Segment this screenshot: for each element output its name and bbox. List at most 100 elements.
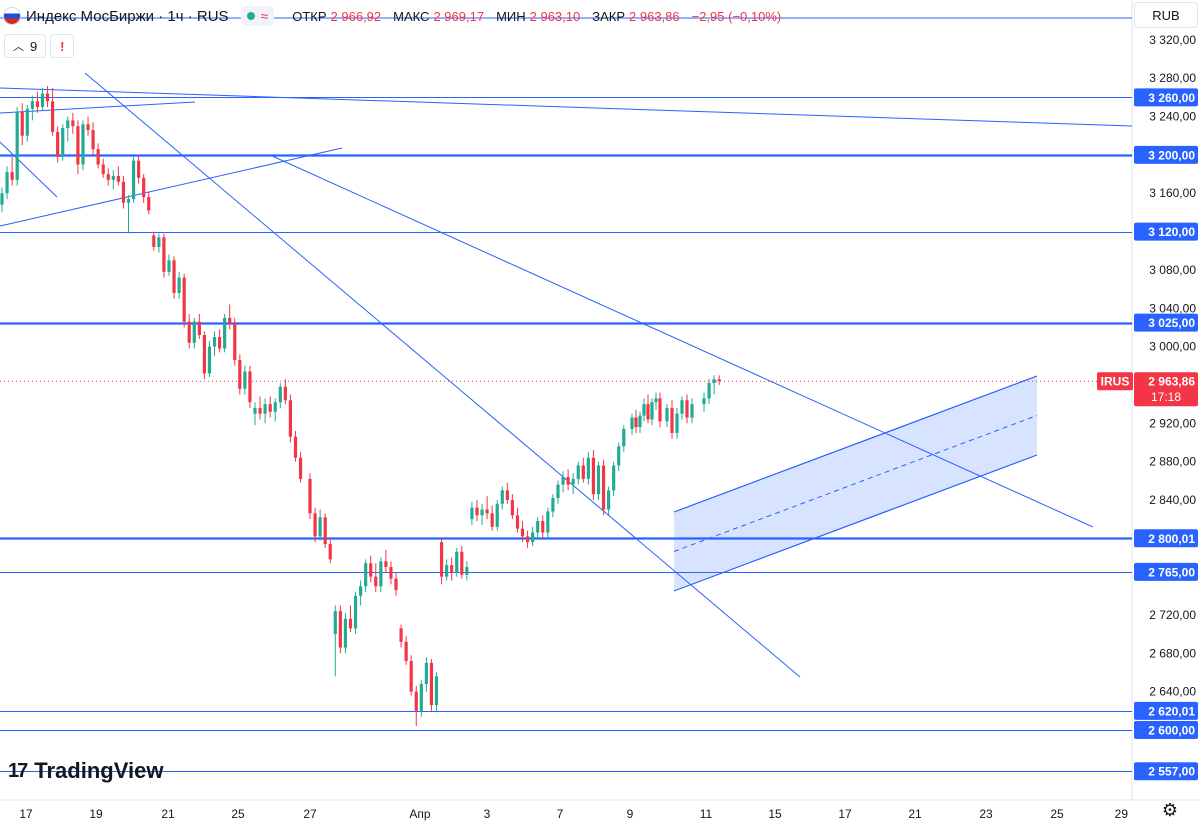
candle-body [233, 323, 237, 361]
candle-body [717, 379, 721, 382]
candle [182, 273, 186, 328]
time-tick-label: 17 [838, 807, 852, 821]
candle [707, 379, 711, 405]
channel-mid-line [673, 415, 1038, 552]
level-price-label: 2 557,00 [1148, 765, 1195, 779]
candle-body [283, 386, 287, 401]
candle-body [35, 101, 40, 107]
candle [238, 354, 242, 395]
candle-body [546, 511, 550, 533]
candle [612, 461, 616, 497]
time-tick-label: 23 [979, 807, 993, 821]
trend-line [84, 72, 801, 678]
candle-body [576, 465, 580, 479]
candle [318, 509, 322, 541]
market-status[interactable]: ≈ [240, 6, 275, 26]
candle [96, 143, 100, 169]
candle [56, 126, 60, 163]
candle-body [551, 498, 555, 512]
price-tick-label: 3 160,00 [1149, 186, 1196, 200]
candle [273, 398, 277, 422]
candle [617, 442, 621, 472]
candle-body [348, 618, 353, 629]
time-tick-label: Апр [409, 807, 431, 821]
candle [268, 396, 272, 418]
price-tick-label: 2 640,00 [1149, 685, 1196, 699]
candle-body [702, 398, 706, 405]
level-price-tag [1134, 762, 1198, 781]
trend-line [0, 87, 1133, 127]
time-axis[interactable]: 17 19 21 25 27 Апр 3 7 9 11 15 17 21 23 25 29 [19, 807, 1128, 821]
candle-body [581, 465, 585, 479]
candle [25, 105, 29, 142]
change-value: −2,95 (−0,10%) [691, 8, 782, 24]
candle-body [638, 415, 642, 428]
candle [217, 329, 222, 353]
candle-body [622, 429, 626, 447]
level-price-label: 2 620,01 [1148, 704, 1195, 718]
candle-body [333, 611, 337, 635]
gear-icon[interactable]: ⚙ [1161, 800, 1179, 820]
time-tick-label: 27 [303, 807, 317, 821]
candle [665, 404, 669, 428]
candle [399, 624, 403, 648]
warning-button[interactable]: ! [50, 34, 75, 58]
candle [313, 507, 317, 543]
candle-body [126, 198, 131, 203]
candle [91, 122, 95, 155]
candle [460, 545, 464, 579]
candle [116, 166, 120, 186]
candle-body [162, 237, 166, 272]
trend-line [0, 147, 343, 227]
close-value: 2 963,86 [629, 8, 680, 24]
candle [152, 231, 156, 251]
candle-body [460, 551, 464, 575]
candle-body [541, 521, 545, 533]
time-tick-label: 11 [700, 807, 713, 821]
indicators-toggle-button[interactable]: ︿ 9 [4, 34, 47, 58]
candle [601, 459, 606, 516]
symbol-title[interactable]: Индекс МосБиржи · 1ч · RUS [26, 7, 229, 25]
chart-header: Индекс МосБиржи · 1ч · RUS ≈ ОТКР 2 966,9… [0, 0, 1132, 32]
candle [500, 486, 504, 510]
level-labels: 3 260,00 3 200,00 3 120,00 3 025,00 2 800,01… [0, 88, 1198, 781]
currency-button[interactable]: RUB [1134, 2, 1198, 28]
candle-body [273, 402, 277, 412]
candle [525, 530, 530, 548]
candle-body [40, 93, 45, 107]
candle-body [187, 321, 191, 343]
tradingview-logo[interactable]: 17 TradingView [8, 758, 163, 784]
candle-body [389, 567, 393, 579]
open-label: ОТКР [292, 8, 327, 24]
candle-body [142, 177, 146, 198]
symbol-tag [1097, 372, 1133, 391]
level-price-tag [1134, 562, 1198, 581]
candle-body [505, 490, 509, 500]
candle-body [520, 528, 525, 537]
candle-body [288, 400, 293, 437]
price-tick-label: 2 920,00 [1149, 416, 1196, 430]
candle-body [293, 436, 298, 458]
candle [343, 613, 348, 654]
candle [298, 452, 303, 483]
candle [576, 461, 580, 485]
candle [445, 559, 449, 581]
candle [591, 450, 596, 500]
candle-body [111, 175, 115, 180]
candle [475, 499, 479, 522]
candle-body [515, 515, 520, 529]
candle-body [167, 260, 171, 272]
candle [15, 106, 19, 186]
status-dot-icon [246, 12, 255, 20]
candle-body [500, 490, 504, 504]
candle [76, 120, 80, 175]
regression-channel[interactable] [673, 375, 1038, 592]
price-tick-label: 2 880,00 [1149, 455, 1196, 469]
level-price-tag [1134, 88, 1198, 107]
candle [5, 166, 9, 199]
horizontal-levels[interactable] [0, 97, 1132, 772]
price-tick-label: 3 280,00 [1149, 71, 1196, 85]
candle [556, 480, 560, 504]
price-axis[interactable]: 3 320,00 3 280,00 3 240,00 3 160,00 3 080,00… [1149, 33, 1196, 699]
